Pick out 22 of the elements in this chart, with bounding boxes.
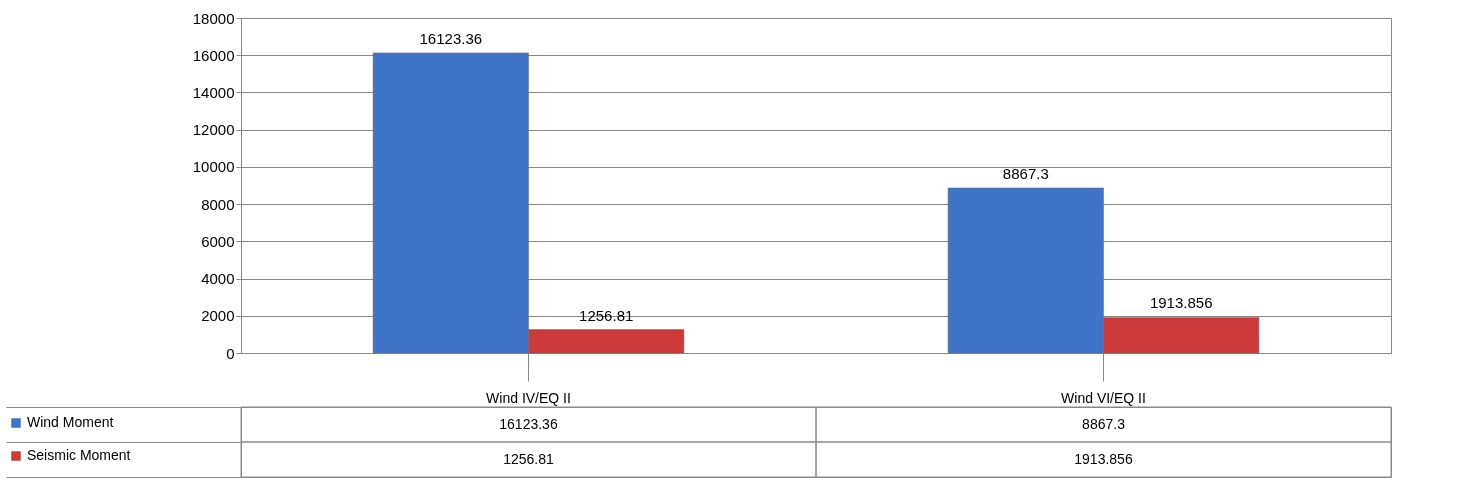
data-label: 1256.81: [503, 450, 555, 467]
y-tick-label: 8000: [201, 195, 235, 213]
y-tick-label: 12000: [192, 121, 235, 139]
text: 1256.81: [579, 306, 634, 324]
y-tick-label: 4000: [201, 270, 235, 288]
x-tick-label: Wind IV/EQ II: [486, 389, 571, 406]
y-tick-label: 0: [226, 344, 235, 362]
x-tick-label: Wind VI/EQ II: [1061, 389, 1146, 406]
data-label: 8867.3: [1082, 415, 1126, 432]
legend-label: Wind Moment: [27, 414, 114, 430]
y-tick-label: 14000: [192, 83, 235, 101]
text: 1913.856: [1149, 294, 1213, 312]
text: 8867.3: [1002, 164, 1049, 182]
y-tick-label: 10000: [192, 158, 235, 176]
data-label: 16123.36: [499, 415, 558, 432]
y-tick-label: 16000: [192, 46, 235, 64]
data-label: 1913.856: [1074, 450, 1133, 467]
y-tick-label: 6000: [201, 232, 235, 250]
legend-label: Seismic Moment: [27, 447, 131, 463]
y-tick-label: 18000: [192, 9, 235, 27]
text: 16123.36: [419, 29, 483, 47]
y-tick-label: 2000: [201, 307, 235, 325]
